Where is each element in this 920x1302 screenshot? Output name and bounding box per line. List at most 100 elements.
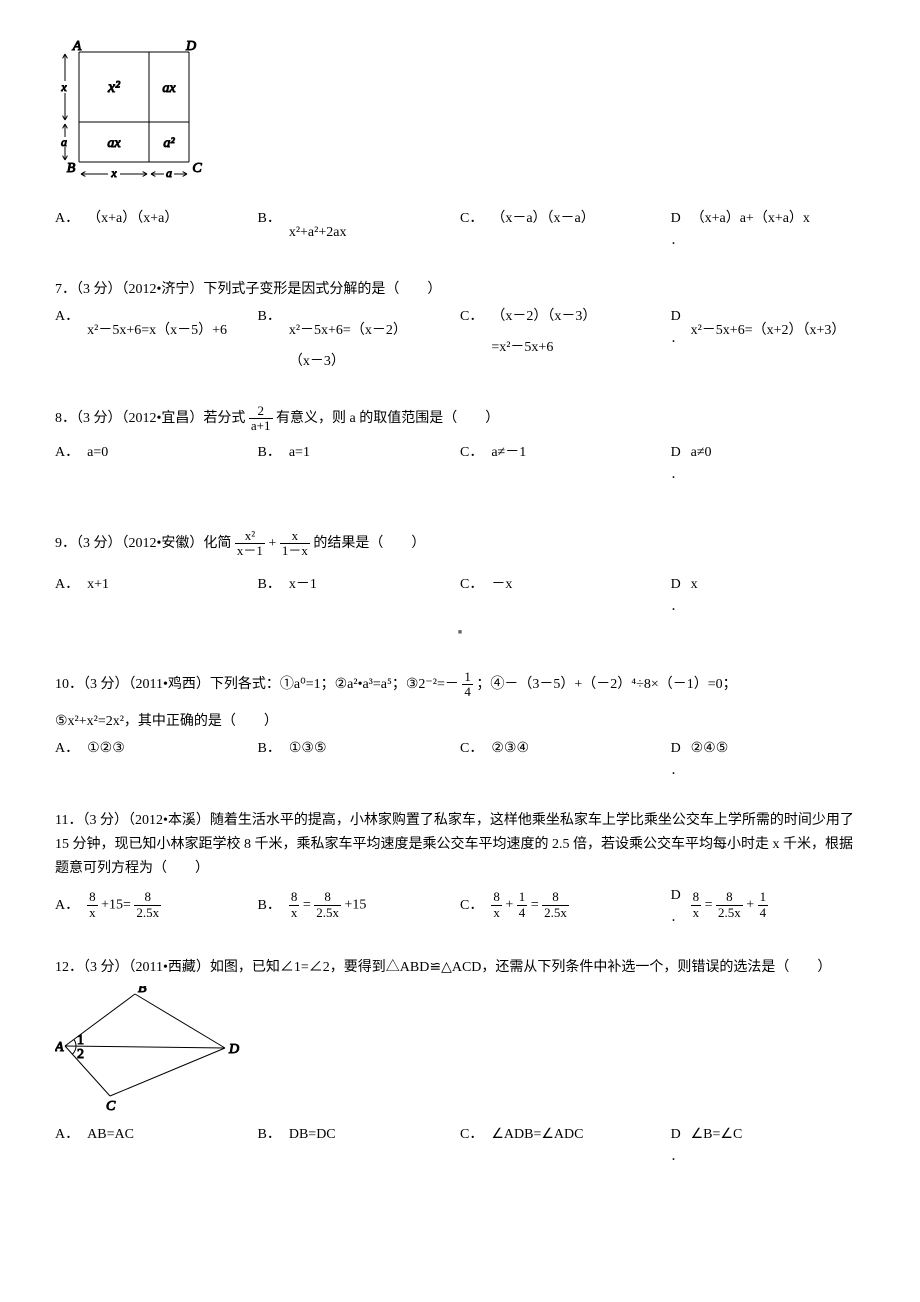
q11-d-dot: ． (671, 908, 683, 926)
q7-stem: 7．（3 分）（2012•济宁）下列式子变形是因式分解的是（ ） (55, 279, 865, 300)
q9-options: A． x+1 B． x－1 C． －x D ． x (55, 574, 865, 615)
svg-text:A: A (72, 40, 82, 54)
q10-d-dot: ． (671, 761, 683, 779)
q11-a-mid: +15= (101, 898, 131, 913)
q8-d-label: D (671, 442, 683, 463)
q8-option-c: C． a≠－1 (460, 442, 671, 483)
svg-text:D: D (228, 1042, 239, 1057)
q7-options: A． x²－5x+6=x（x－5）+6 B． x²－5x+6=（x－2） （x－… (55, 306, 865, 372)
q12-d-dot: ． (671, 1147, 683, 1165)
q12-d-text: ∠B=∠C (691, 1124, 743, 1145)
q12-a-label: A． (55, 1124, 79, 1145)
q12: 12．（3 分）（2011•西藏）如图，已知∠1=∠2，要得到△ABD≌△ACD… (55, 956, 865, 1165)
q10-d-text: ②④⑤ (691, 738, 729, 759)
svg-text:1: 1 (77, 1033, 84, 1048)
q12-option-b: B． DB=DC (258, 1124, 461, 1165)
svg-text:a²: a² (163, 136, 175, 151)
q11-b-label: B． (258, 895, 281, 916)
q6-d-label: D (671, 208, 683, 229)
q11-a-f2: 82.5x (134, 890, 161, 920)
q10-option-b: B． ①③⑤ (258, 738, 461, 779)
q12-diagram: ABCD12 (55, 986, 865, 1118)
q11-options: A． 8x +15= 82.5x B． 8x = 82.5x +15 C． 8x… (55, 885, 865, 926)
svg-text:B: B (67, 161, 76, 176)
svg-text:A: A (55, 1040, 64, 1055)
q7: 7．（3 分）（2012•济宁）下列式子变形是因式分解的是（ ） A． x²－5… (55, 279, 865, 372)
q9-marker: ■ (55, 627, 865, 638)
q8: 8．（3 分）（2012•宜昌）若分式 2 a+1 有意义，则 a 的取值范围是… (55, 402, 865, 483)
q8-frac-num: 2 (249, 404, 273, 419)
q11-option-a: A． 8x +15= 82.5x (55, 885, 258, 926)
q11-b-mid: = (303, 898, 311, 913)
q7-b-text1: x²－5x+6=（x－2） (289, 320, 407, 341)
q9-stem-post: 的结果是（ ） (313, 536, 425, 551)
q7-d-dot: ． (671, 329, 683, 347)
q9-b-text: x－1 (289, 574, 317, 595)
q7-c-text2: =x²－5x+6 (491, 337, 596, 358)
q6-a-label: A． (55, 208, 79, 229)
q7-option-a: A． x²－5x+6=x（x－5）+6 (55, 306, 258, 341)
q6-d-text: （x+a）a+（x+a）x (691, 208, 810, 229)
q10-options: A． ①②③ B． ①③⑤ C． ②③④ D ． ②④⑤ (55, 738, 865, 779)
q7-option-b: B． x²－5x+6=（x－2） （x－3） (258, 306, 461, 372)
q12-options: A． AB=AC B． DB=DC C． ∠ADB=∠ADC D ． ∠B=∠C (55, 1124, 865, 1165)
q9-plus: + (268, 536, 276, 551)
q9-d-text: x (691, 574, 698, 595)
svg-text:ax: ax (107, 136, 121, 151)
q11-b-tail: +15 (345, 898, 367, 913)
q6-c-label: C． (460, 208, 483, 229)
q8-a-text: a=0 (87, 442, 108, 463)
q10-b-text: ①③⑤ (289, 738, 327, 759)
q12-d-label: D (671, 1124, 683, 1145)
q12-c-text: ∠ADB=∠ADC (491, 1124, 583, 1145)
q9-frac1-num: x² (235, 529, 265, 544)
q12-b-text: DB=DC (289, 1124, 336, 1145)
q6-option-c: C． （x－a）（x－a） (460, 208, 671, 249)
q8-a-label: A． (55, 442, 79, 463)
q8-b-label: B． (258, 442, 281, 463)
q8-c-label: C． (460, 442, 483, 463)
q6-option-b: B． x²+a²+2ax (258, 208, 461, 249)
q8-option-b: B． a=1 (258, 442, 461, 483)
q8-b-text: a=1 (289, 442, 310, 463)
q9-d-dot: ． (671, 597, 683, 615)
q12-stem: 12．（3 分）（2011•西藏）如图，已知∠1=∠2，要得到△ABD≌△ACD… (55, 956, 865, 980)
q6-b-text: x²+a²+2ax (289, 222, 347, 243)
q7-a-text: x²－5x+6=x（x－5）+6 (87, 320, 227, 341)
q9-option-b: B． x－1 (258, 574, 461, 615)
q11-d-f2: 82.5x (716, 890, 743, 920)
q7-option-d: D ． x²－5x+6=（x+2）（x+3） (671, 306, 865, 347)
q9-option-d: D ． x (671, 574, 865, 615)
q8-d-text: a≠0 (691, 442, 712, 463)
q11-d-f1: 8x (691, 890, 702, 920)
q9-frac2-num: x (280, 529, 310, 544)
q7-a-label: A． (55, 306, 79, 327)
q10-frac: 1 4 (462, 670, 473, 700)
q11-b-f1: 8x (289, 890, 300, 920)
q6-diagram-svg: ADBCx²axaxa²xaxa (55, 40, 225, 200)
q9-b-label: B． (258, 574, 281, 595)
q10-option-a: A． ①②③ (55, 738, 258, 779)
q11-a-label: A． (55, 895, 79, 916)
q11-option-b: B． 8x = 82.5x +15 (258, 885, 461, 926)
q12-option-d: D ． ∠B=∠C (671, 1124, 865, 1165)
q6-c-text: （x－a）（x－a） (491, 208, 594, 229)
q9-c-label: C． (460, 574, 483, 595)
q12-diagram-svg: ABCD12 (55, 986, 245, 1111)
q11-stem: 11．（3 分）（2012•本溪）随着生活水平的提高，小林家购置了私家车，这样他… (55, 809, 865, 880)
q10-frac-den: 4 (462, 685, 473, 699)
q8-stem-pre: 8．（3 分）（2012•宜昌）若分式 (55, 411, 245, 426)
q9-stem-pre: 9．（3 分）（2012•安徽）化简 (55, 536, 231, 551)
q10-option-c: C． ②③④ (460, 738, 671, 779)
q10-d-label: D (671, 738, 683, 759)
q12-option-c: C． ∠ADB=∠ADC (460, 1124, 671, 1165)
q6-a-text: （x+a）（x+a） (87, 208, 178, 229)
svg-text:D: D (185, 40, 196, 54)
q7-c-label: C． (460, 306, 483, 327)
q8-options: A． a=0 B． a=1 C． a≠－1 D ． a≠0 (55, 442, 865, 483)
q11-option-d: D ． 8x = 82.5x + 14 (671, 885, 865, 926)
q10-stem1-post: ；④－（3－5）+（－2）⁴÷8×（－1）=0； (476, 677, 736, 692)
q11-b-f2: 82.5x (314, 890, 341, 920)
q9-a-text: x+1 (87, 574, 109, 595)
svg-text:C: C (192, 161, 202, 176)
